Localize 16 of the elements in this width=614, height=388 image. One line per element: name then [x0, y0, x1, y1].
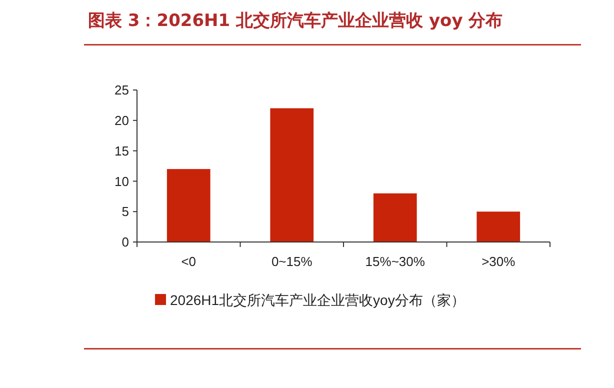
y-tick-label: 5	[122, 204, 129, 220]
x-tick-label: <0	[181, 254, 196, 269]
bar	[166, 169, 210, 242]
bar	[373, 193, 417, 242]
y-tick-label: 0	[122, 234, 129, 250]
bar	[270, 108, 314, 242]
y-tick-label: 15	[114, 143, 129, 158]
bar	[476, 212, 520, 242]
x-tick-label: >30%	[482, 254, 516, 269]
y-tick-label: 25	[114, 82, 129, 98]
x-tick-label: 15%~30%	[365, 254, 426, 269]
chart-title: 图表 3：2026H1 北交所汽车产业企业营收 yoy 分布	[88, 11, 503, 31]
y-tick-label: 20	[114, 112, 129, 128]
legend-label: 2026H1北交所汽车产业企业营收yoy分布（家）	[170, 292, 465, 308]
x-tick-label: 0~15%	[271, 254, 313, 269]
y-tick-label: 10	[114, 174, 129, 189]
